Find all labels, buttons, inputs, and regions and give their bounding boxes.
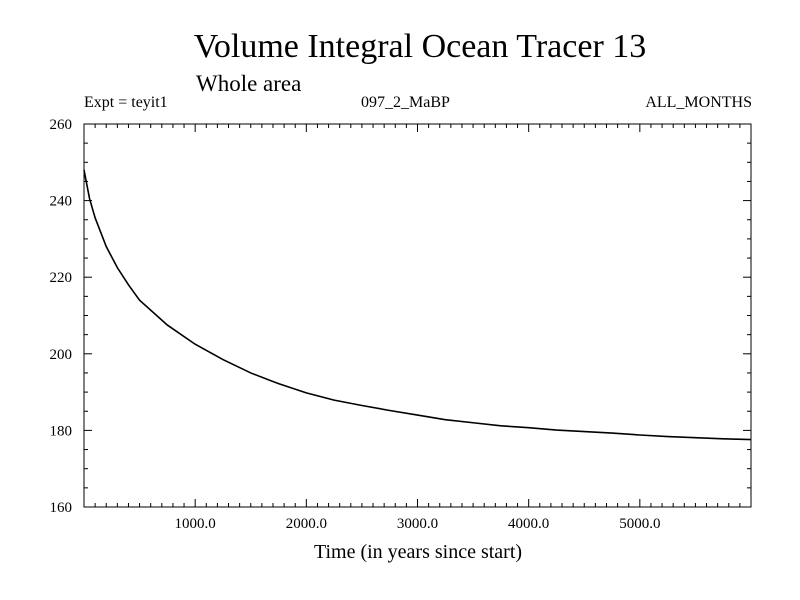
chart-subtitle: Whole area <box>196 71 302 96</box>
y-tick-label: 260 <box>50 117 73 133</box>
experiment-label: Expt = teyit1 <box>84 94 168 111</box>
y-tick-label: 180 <box>50 423 73 439</box>
chart-title: Volume Integral Ocean Tracer 13 <box>193 28 647 65</box>
x-tick-label: 1000.0 <box>175 516 216 532</box>
x-tick-label: 5000.0 <box>619 516 660 532</box>
x-tick-label: 3000.0 <box>397 516 438 532</box>
months-label: ALL_MONTHS <box>645 94 752 111</box>
run-label: 097_2_MaBP <box>361 94 450 111</box>
x-axis-title: Time (in years since start) <box>314 541 522 563</box>
axis-tick-labels: 1000.0 2000.0 3000.0 4000.0 5000.0 160 180 200 2… <box>50 117 661 532</box>
y-tick-label: 160 <box>50 500 73 516</box>
plot-frame <box>83 123 752 508</box>
y-tick-label: 220 <box>50 270 73 286</box>
x-tick-label: 2000.0 <box>286 516 327 532</box>
data-series-line <box>83 169 752 441</box>
x-tick-label: 4000.0 <box>508 516 549 532</box>
axis-ticks <box>84 124 751 507</box>
y-tick-label: 200 <box>50 347 73 363</box>
y-tick-label: 240 <box>50 194 73 210</box>
